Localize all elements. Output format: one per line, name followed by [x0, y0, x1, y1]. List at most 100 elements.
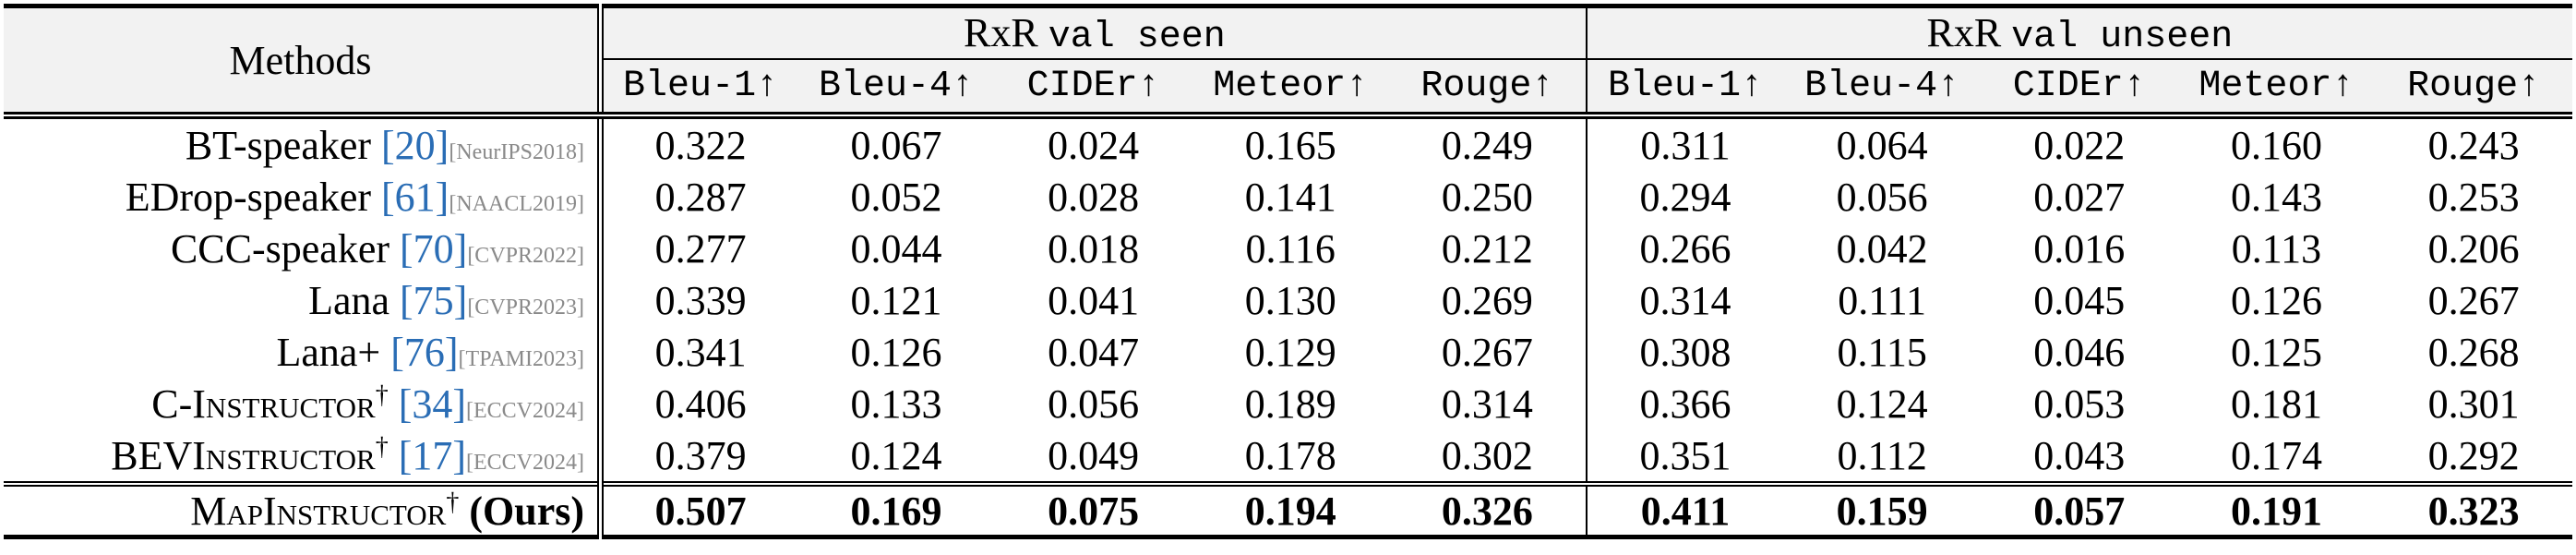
method-cell: BEVInstructor† [17][ECCV2024] [4, 429, 604, 484]
column-header: Rouge↑ [2375, 58, 2572, 119]
value-cell: 0.027 [2033, 174, 2126, 220]
dagger: † [375, 431, 389, 461]
value-cell: 0.053 [2033, 380, 2126, 427]
citation: [61] [381, 174, 449, 220]
citation: [70] [400, 225, 468, 271]
value-cell: 0.250 [1441, 174, 1533, 220]
value-cell: 0.047 [1048, 329, 1140, 375]
value-cell: 0.253 [2427, 174, 2520, 220]
citation: [20] [381, 122, 449, 168]
table-row: CCC-speaker [70][CVPR2022] 0.277 0.044 0.01… [4, 223, 2572, 274]
value-cell: 0.165 [1244, 122, 1336, 168]
method-name: MapInstructor [190, 488, 447, 534]
value-cell: 0.141 [1244, 174, 1336, 220]
citation: [76] [390, 329, 459, 375]
value-cell: 0.269 [1441, 277, 1533, 323]
method-cell: Lana+ [76][TPAMI2023] [4, 326, 604, 378]
column-header: Bleu-1↑ [600, 58, 798, 119]
value-cell: 0.243 [2427, 122, 2520, 168]
table-row: EDrop-speaker [61][NAACL2019] 0.287 0.052 0… [4, 171, 2572, 223]
value-cell: 0.056 [1836, 174, 1928, 220]
value-cell: 0.129 [1244, 329, 1336, 375]
value-cell: 0.143 [2230, 174, 2322, 220]
value-cell: 0.191 [2177, 481, 2376, 539]
value-cell: 0.314 [1585, 274, 1784, 326]
method-name: BT-speaker [185, 122, 372, 168]
group-header: RxR val unseen [1585, 4, 2572, 59]
methods-header: Methods [4, 4, 604, 119]
value-cell: 0.111 [1838, 277, 1927, 323]
citation: [34] [398, 380, 466, 427]
value-cell: 0.044 [850, 225, 942, 271]
value-cell: 0.206 [2427, 225, 2520, 271]
value-cell: 0.121 [850, 277, 942, 323]
results-table: Methods RxR val seen RxR val unseen Bleu-… [4, 4, 2572, 539]
venue: [TPAMI2023] [458, 346, 584, 371]
value-cell: 0.064 [1836, 122, 1928, 168]
value-cell: 0.022 [2033, 122, 2126, 168]
column-header: Bleu-4↑ [797, 58, 995, 119]
value-cell: 0.174 [2230, 432, 2322, 478]
method-name: C-Instructor [151, 380, 376, 427]
value-cell: 0.267 [2427, 277, 2520, 323]
group-name: RxR [1926, 9, 2002, 55]
group-row: Methods RxR val seen RxR val unseen [4, 4, 2572, 119]
value-cell: 0.133 [850, 380, 942, 427]
method-cell: BT-speaker [20][NeurIPS2018] [4, 115, 604, 171]
page: {"header": {"methods": "Methods", "group… [0, 4, 2576, 555]
value-cell: 0.406 [654, 380, 747, 427]
value-cell: 0.169 [797, 481, 995, 539]
table-row: C-Instructor† [34][ECCV2024] 0.406 0.133 0.… [4, 378, 2572, 429]
value-cell: 0.194 [1192, 481, 1390, 539]
venue: [CVPR2023] [467, 295, 584, 320]
column-header: Rouge↑ [1389, 58, 1587, 119]
method-cell: Lana [75][CVPR2023] [4, 274, 604, 326]
value-cell: 0.266 [1585, 223, 1784, 274]
citation: [75] [400, 277, 468, 323]
method-cell: MapInstructor† (Ours) [4, 481, 604, 539]
value-cell: 0.292 [2427, 432, 2520, 478]
value-cell: 0.314 [1441, 380, 1533, 427]
value-cell: 0.045 [2033, 277, 2126, 323]
value-cell: 0.301 [2427, 380, 2520, 427]
method-name: CCC-speaker [170, 225, 389, 271]
value-cell: 0.042 [1836, 225, 1928, 271]
value-cell: 0.322 [654, 122, 747, 168]
dagger: † [446, 487, 460, 516]
value-cell: 0.366 [1585, 378, 1784, 429]
table-row: Lana+ [76][TPAMI2023] 0.341 0.126 0.047 0.12… [4, 326, 2572, 378]
method-name: Lana [308, 277, 389, 323]
value-cell: 0.115 [1837, 329, 1927, 375]
column-header: CIDEr↑ [1980, 58, 2178, 119]
value-cell: 0.181 [2230, 380, 2322, 427]
value-cell: 0.028 [1048, 174, 1140, 220]
value-cell: 0.178 [1244, 432, 1336, 478]
method-name: BEVInstructor [111, 432, 376, 478]
value-cell: 0.126 [850, 329, 942, 375]
value-cell: 0.112 [1837, 432, 1927, 478]
value-cell: 0.113 [2231, 225, 2322, 271]
venue: [NAACL2019] [449, 191, 584, 216]
ours-label: (Ours) [469, 488, 584, 534]
method-cell: CCC-speaker [70][CVPR2022] [4, 223, 604, 274]
venue: [NeurIPS2018] [449, 139, 584, 164]
column-header: Bleu-1↑ [1585, 58, 1784, 119]
value-cell: 0.116 [1245, 225, 1336, 271]
value-cell: 0.052 [850, 174, 942, 220]
value-cell: 0.294 [1585, 171, 1784, 223]
value-cell: 0.323 [2375, 481, 2572, 539]
value-cell: 0.411 [1585, 481, 1784, 539]
column-header: Meteor↑ [2177, 58, 2376, 119]
value-cell: 0.249 [1441, 122, 1533, 168]
value-cell: 0.124 [1836, 380, 1928, 427]
value-cell: 0.268 [2427, 329, 2520, 375]
value-cell: 0.024 [1048, 122, 1140, 168]
value-cell: 0.341 [654, 329, 747, 375]
value-cell: 0.057 [1980, 481, 2178, 539]
value-cell: 0.339 [654, 277, 747, 323]
table-header: Methods RxR val seen RxR val unseen Bleu-… [4, 4, 2572, 119]
group-split: val unseen [2011, 16, 2234, 58]
value-cell: 0.049 [1048, 432, 1140, 478]
venue: [ECCV2024] [466, 450, 584, 475]
value-cell: 0.507 [600, 481, 798, 539]
